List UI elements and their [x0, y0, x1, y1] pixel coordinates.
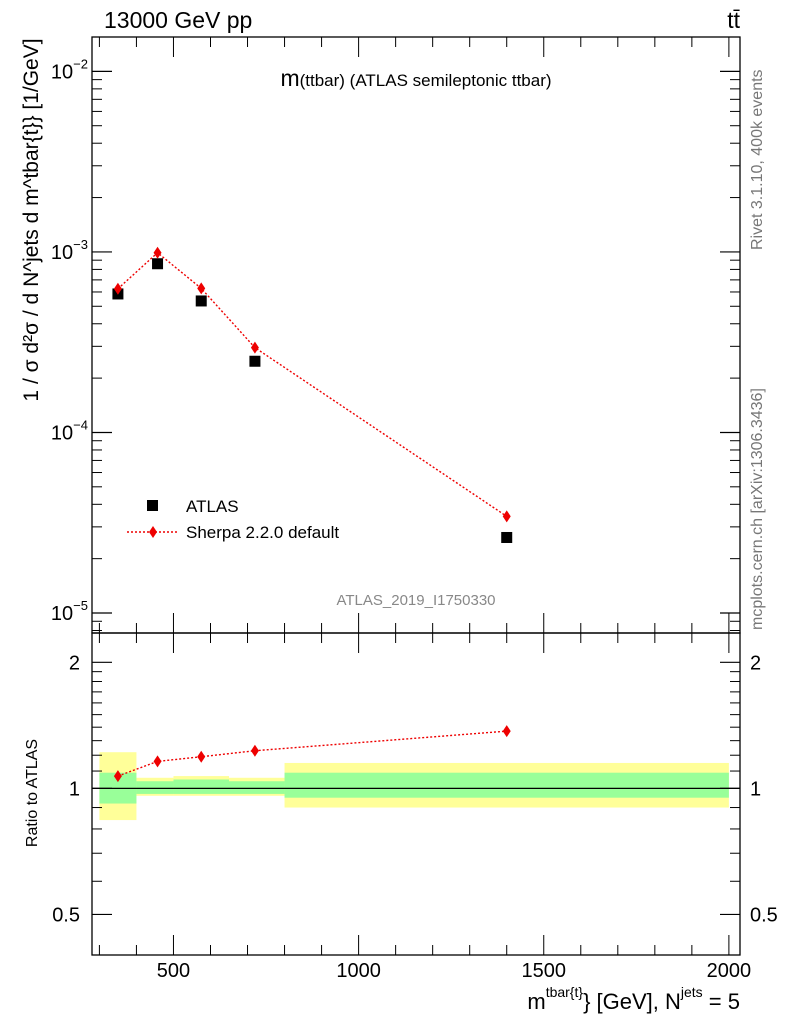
ratio-frame — [91, 632, 741, 956]
plot-title: m(ttbar) (ATLAS semileptonic ttbar) — [280, 65, 551, 91]
main-ytick-label: 10−5 — [51, 598, 88, 625]
sherpa-line — [117, 251, 508, 517]
main-frame — [91, 36, 741, 634]
atlas-data-point — [195, 295, 207, 307]
sherpa-point — [502, 510, 511, 523]
main-ytick-label: 10−3 — [51, 237, 88, 264]
sherpa-point — [113, 282, 122, 295]
xlabel-main: m — [527, 989, 545, 1014]
ratio-ylabel: Ratio to ATLAS — [24, 739, 41, 847]
sherpa-point — [250, 341, 259, 354]
ratio-ytick-label: 2 — [69, 652, 80, 674]
legend-sherpa-marker — [149, 526, 157, 538]
main-ytick-label: 10−2 — [51, 56, 88, 83]
legend: ATLAS Sherpa 2.2.0 default — [127, 497, 339, 542]
ratio-xtick-label: 2000 — [707, 960, 752, 982]
xlabel-mid: } [GeV], N — [583, 989, 681, 1014]
header-process: tt̄ — [727, 7, 740, 33]
atlas-data-point — [152, 258, 164, 270]
sherpa-point — [153, 246, 162, 259]
atlas-data-point — [249, 355, 261, 367]
ratio-xtick-label: 500 — [157, 960, 190, 982]
main-ytick-label: 10−4 — [51, 417, 88, 444]
ratio-sherpa-point — [250, 744, 259, 757]
main-panel: 10−2 10−3 10−4 10−5 m(ttbar) (ATLAS semilep… — [51, 36, 741, 634]
ratio-xtick-label: 1000 — [336, 960, 381, 982]
xlabel: mtbar{t}} [GeV], Njets = 5 — [527, 984, 740, 1014]
plot-title-main: m — [280, 65, 299, 91]
ratio-xtick-label: 1500 — [521, 960, 566, 982]
ratio-sherpa-point — [197, 750, 206, 763]
ratio-band-inner — [136, 781, 174, 794]
ratio-sherpa-point — [502, 725, 511, 738]
header-energy: 13000 GeV pp — [104, 7, 252, 33]
ratio-band-inner — [173, 779, 230, 794]
ratio-sherpa-line — [117, 730, 507, 777]
side-label-source: mcplots.cern.ch [arXiv:1306.3436] — [749, 388, 766, 630]
xlabel-sup1: tbar{t} — [546, 984, 584, 1000]
sherpa-point — [197, 282, 206, 295]
ratio-band-inner — [284, 772, 729, 798]
ratio-panel: 0.5 0.5 1 1 2 2 500 1000 1500 2000 — [52, 632, 778, 982]
ratio-ytick-label-right: 1 — [750, 778, 761, 800]
legend-sherpa-label: Sherpa 2.2.0 default — [186, 523, 339, 542]
ratio-ytick-label-right: 2 — [750, 652, 761, 674]
plot-title-rest: (ttbar) (ATLAS semileptonic ttbar) — [300, 71, 552, 90]
analysis-label: ATLAS_2019_I1750330 — [336, 592, 495, 609]
atlas-data-point — [501, 531, 513, 543]
legend-atlas-marker — [147, 500, 158, 511]
legend-atlas-label: ATLAS — [186, 497, 239, 516]
ratio-ytick-label-right: 0.5 — [750, 904, 778, 926]
main-ylabel: 1 / σ d²σ / d N^jets d m^tbar{t}} [1/GeV… — [20, 38, 43, 401]
ratio-band-inner — [229, 781, 285, 794]
xlabel-sup2: jets — [680, 984, 703, 1000]
xlabel-end: = 5 — [703, 989, 740, 1014]
ratio-ytick-label: 0.5 — [52, 904, 80, 926]
ratio-sherpa-point — [113, 770, 122, 783]
ratio-sherpa-point — [153, 755, 162, 768]
ratio-ytick-label: 1 — [69, 778, 80, 800]
side-label-rivet: Rivet 3.1.10, 400k events — [749, 69, 766, 250]
